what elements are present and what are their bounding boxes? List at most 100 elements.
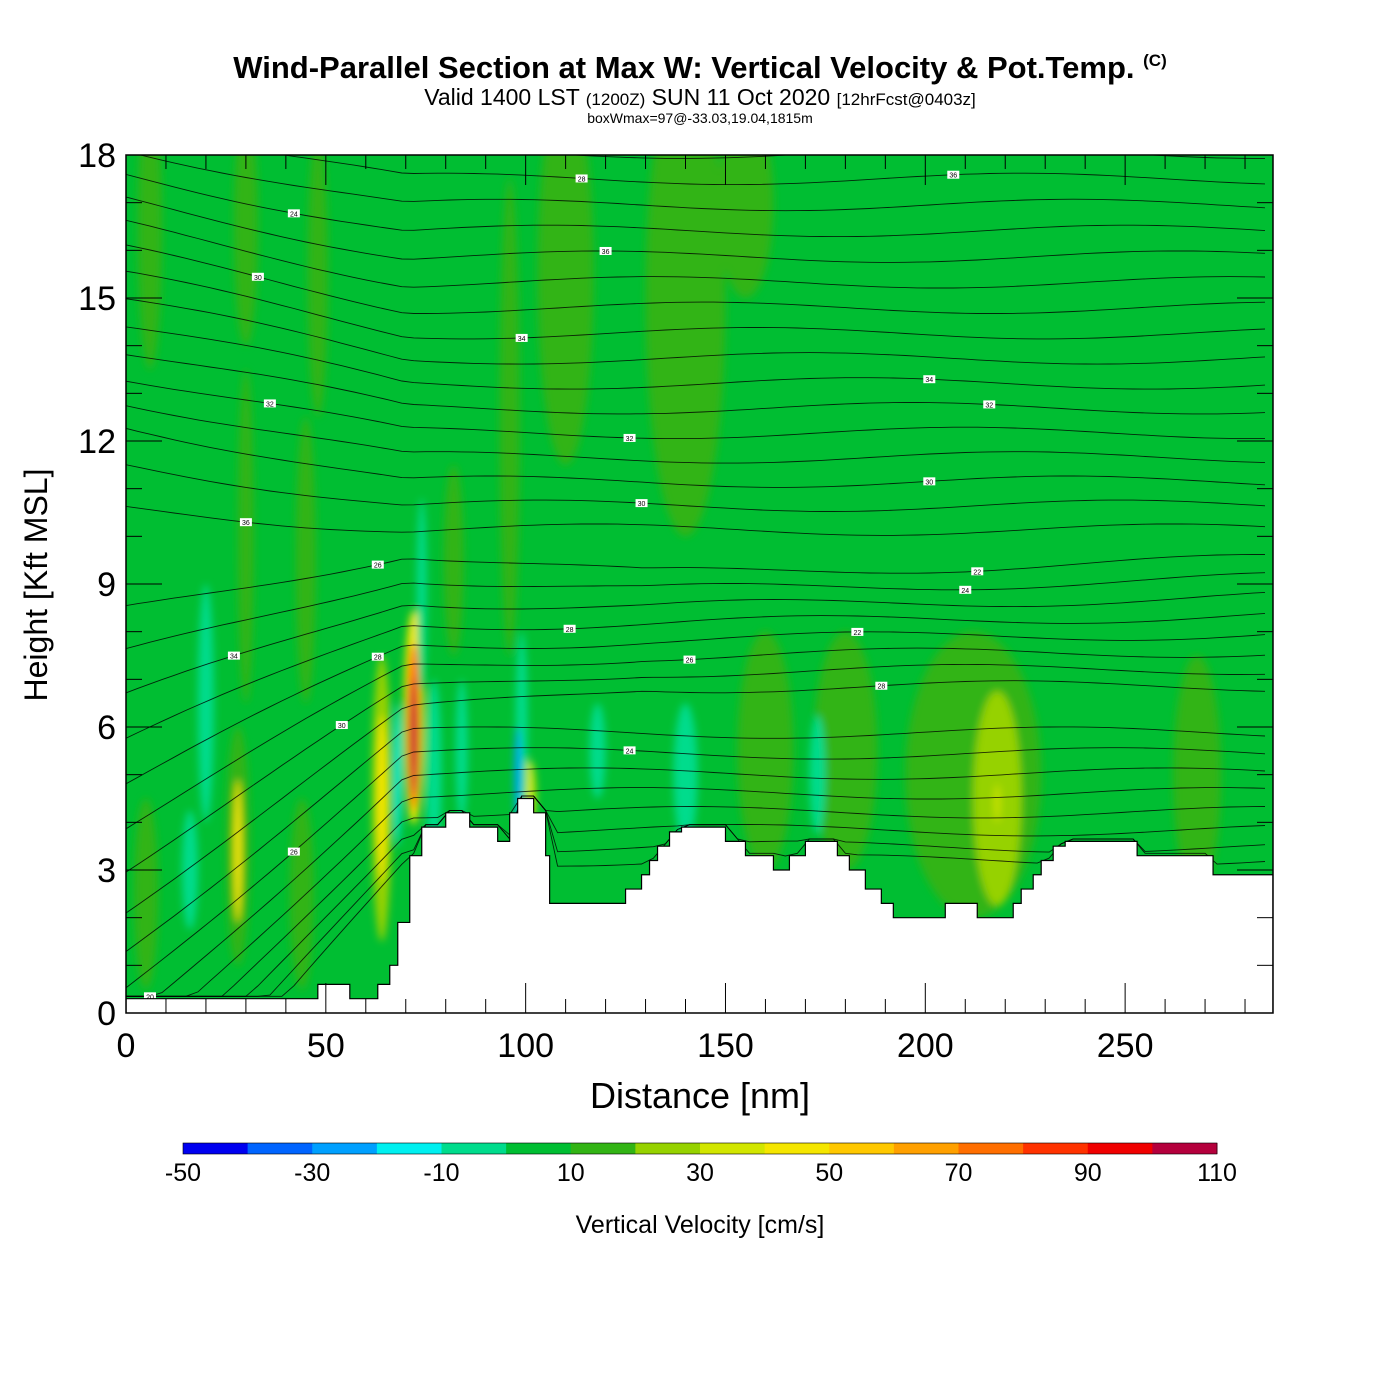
isentrope-line xyxy=(126,612,1266,739)
velocity-cell xyxy=(717,155,774,298)
isentrope-label-bg xyxy=(287,847,300,856)
isentrope-label: 24 xyxy=(626,748,634,755)
isentrope-label: 32 xyxy=(985,402,993,409)
velocity-cell xyxy=(181,810,198,930)
isentrope-line xyxy=(126,795,1266,997)
colorbar-tick-label: 90 xyxy=(1074,1159,1102,1187)
y-tick-label: 9 xyxy=(97,566,116,604)
colorbar-swatch xyxy=(829,1143,895,1154)
isentrope-line xyxy=(126,354,1266,415)
colorbar-tick-label: -30 xyxy=(294,1159,330,1187)
isentrope-line xyxy=(126,663,1266,873)
colorbar-tick-label: 70 xyxy=(945,1159,973,1187)
isentrope-label: 36 xyxy=(949,173,957,180)
colorbar-tick-label: -50 xyxy=(165,1159,201,1187)
isentrope-label-bg xyxy=(959,585,972,594)
isentrope-label-bg xyxy=(239,518,252,527)
velocity-cell xyxy=(295,417,316,704)
isentrope-label-bg xyxy=(923,477,936,486)
velocity-cell xyxy=(905,631,1042,918)
isentrope-line xyxy=(126,464,1266,512)
velocity-cell xyxy=(394,703,401,847)
colorbar xyxy=(182,1142,1218,1155)
copyright-mark: (C) xyxy=(1143,51,1167,70)
y-axis-label: Height [Kft MSL] xyxy=(18,469,54,702)
isentrope-label-bg xyxy=(563,624,576,633)
x-tick-label: 0 xyxy=(117,1027,136,1065)
colorbar-tick-label: 50 xyxy=(815,1159,843,1187)
isentrope-line xyxy=(126,505,1266,536)
subtitle-forecast: [12hrFcst@0403z] xyxy=(836,90,976,109)
velocity-cell xyxy=(589,703,606,799)
isentrope-label: 24 xyxy=(290,211,298,218)
isentrope-label-bg xyxy=(287,209,300,218)
colorbar-swatch xyxy=(183,1143,249,1154)
isentrope-label-bg xyxy=(623,746,636,755)
isentrope-line xyxy=(126,572,1266,650)
isentrope-label-bg xyxy=(227,651,240,660)
colorbar-swatch xyxy=(441,1143,507,1154)
isentrope-label: 26 xyxy=(686,658,694,665)
isentrope-label: 34 xyxy=(925,377,933,384)
x-tick-label: 200 xyxy=(897,1027,954,1065)
colorbar-swatch xyxy=(700,1143,766,1154)
velocity-cell xyxy=(237,369,254,704)
isentrope-label: 30 xyxy=(338,723,346,730)
isentrope-line xyxy=(126,405,1266,464)
isentrope-label: 28 xyxy=(578,176,586,183)
isentrope-label: 36 xyxy=(242,520,250,527)
colorbar-swatch xyxy=(570,1143,636,1154)
colorbar-swatch xyxy=(247,1143,313,1154)
velocity-cell xyxy=(443,464,464,656)
x-tick-label: 50 xyxy=(307,1027,345,1065)
isentrope-label-bg xyxy=(371,560,384,569)
isentropes xyxy=(126,131,1266,997)
isentrope-label: 24 xyxy=(961,588,969,595)
velocity-cell xyxy=(455,679,468,823)
isentrope-line xyxy=(126,196,1266,263)
y-tick-label: 18 xyxy=(78,137,116,175)
velocity-cell xyxy=(737,631,794,870)
x-axis-label: Distance [nm] xyxy=(590,1075,810,1116)
isentrope-label-bg xyxy=(515,333,528,342)
colorbar-swatch xyxy=(1152,1143,1218,1154)
isentrope-label: 26 xyxy=(374,563,382,570)
subtitle-zulu: (1200Z) xyxy=(585,90,646,109)
isentrope-line xyxy=(138,155,1266,212)
isentrope-line xyxy=(126,131,1265,132)
plot-area: 26 30 34 36 32 30 24 28 26 28 30 32 34 36 28 22 24 22 30 34… xyxy=(126,131,1273,1013)
velocity-field xyxy=(133,155,1222,990)
isentrope-label: 30 xyxy=(254,275,262,282)
isentrope-line xyxy=(126,767,1266,997)
isentrope-line xyxy=(126,747,1266,989)
colorbar-tick-labels: -50 -30 -10 10 30 50 70 90 110 xyxy=(165,1159,1237,1187)
isentrope-label-bg xyxy=(623,433,636,442)
colorbar-swatch xyxy=(893,1143,959,1154)
box-max-info: boxWmax=97@-33.03,19.04,1815m xyxy=(587,110,813,126)
isentrope-line xyxy=(126,173,1266,238)
colorbar-swatch xyxy=(635,1143,701,1154)
isentrope-line xyxy=(126,787,1266,997)
isentrope-label: 22 xyxy=(853,630,861,637)
isentrope-line xyxy=(126,219,1266,289)
isentrope-label: 34 xyxy=(518,336,526,343)
isentrope-label: 32 xyxy=(626,436,634,443)
isentrope-line xyxy=(126,680,1266,914)
isentrope-label: 34 xyxy=(230,654,238,661)
colorbar-frame xyxy=(182,1142,1218,1155)
isentrope-label: 30 xyxy=(925,479,933,486)
velocity-cell xyxy=(410,676,417,797)
colorbar-swatch xyxy=(1087,1143,1153,1154)
isentrope-label-bg xyxy=(251,272,264,281)
isentrope-line xyxy=(126,591,1266,694)
isentrope-label: 30 xyxy=(638,501,646,508)
y-tick-label: 15 xyxy=(78,280,116,318)
isentrope-label-bg xyxy=(263,399,276,408)
isentrope-label-bg xyxy=(875,681,888,690)
x-tick-label: 100 xyxy=(497,1027,554,1065)
velocity-cell xyxy=(813,631,878,870)
colorbar-tick-label: 30 xyxy=(686,1159,714,1187)
x-tick-label: 250 xyxy=(1097,1027,1154,1065)
velocity-cell xyxy=(537,155,594,465)
y-tick-label: 12 xyxy=(78,423,116,461)
